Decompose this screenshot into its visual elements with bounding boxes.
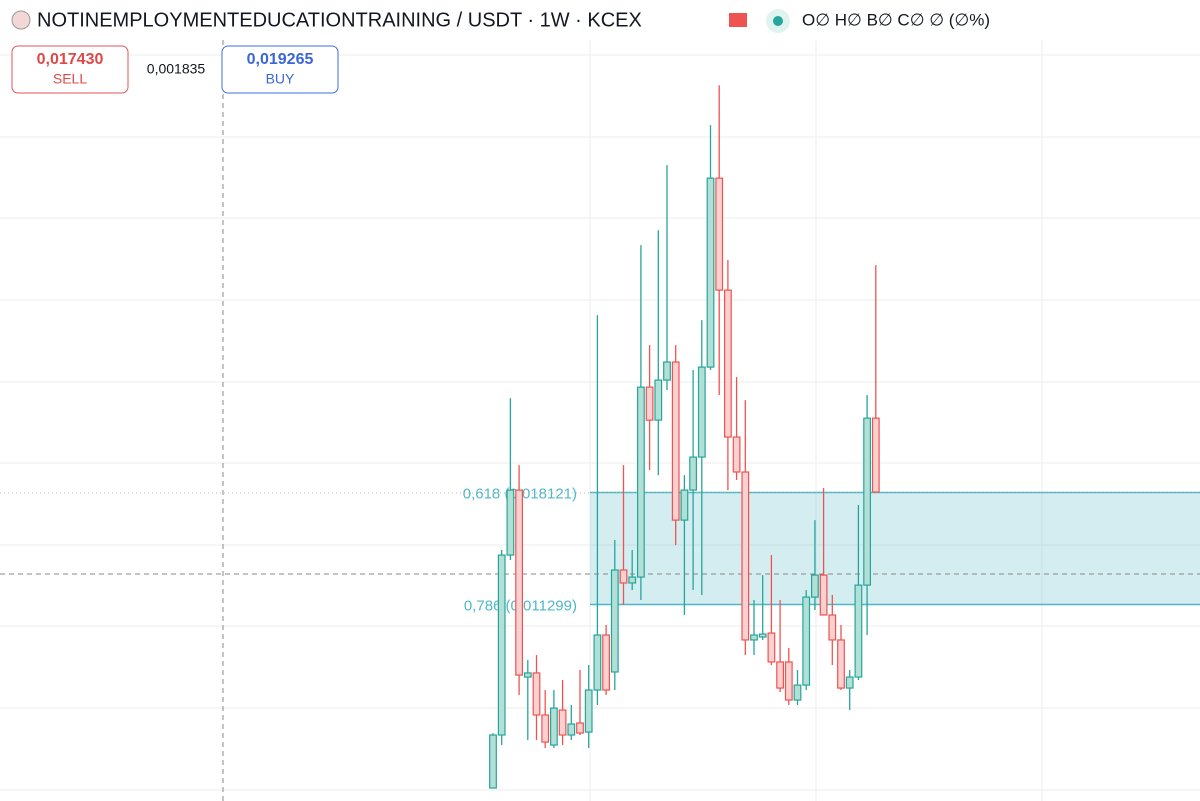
candle-body	[837, 639, 845, 689]
candle-body	[854, 584, 863, 678]
candle-body	[602, 634, 610, 691]
candle-body	[645, 386, 654, 421]
candle-body	[680, 489, 689, 521]
candle-body	[767, 632, 776, 663]
candle-body	[732, 436, 741, 473]
candle-body	[610, 569, 619, 673]
candles	[489, 85, 880, 789]
candle-body	[628, 576, 637, 584]
candle-body	[576, 722, 584, 734]
candle-body	[758, 633, 767, 638]
candle-body	[593, 634, 602, 691]
candle-body	[845, 676, 854, 689]
fib-retracement: 0,618 (0,018121)0,786 (0,011299)	[463, 485, 1200, 614]
candle-body	[671, 361, 680, 521]
title: NOTINEMPLOYMENTEDUCATIONTRAINING / USDT …	[37, 9, 642, 31]
candle-body	[636, 386, 645, 578]
candle-body	[715, 177, 724, 291]
candle-body	[706, 177, 715, 368]
candle-body	[523, 672, 532, 678]
candle-body	[567, 723, 576, 736]
candle-body	[784, 661, 793, 701]
candle-body	[654, 379, 663, 421]
candle-body	[549, 707, 558, 746]
candle-body	[776, 661, 784, 689]
candle-body	[497, 554, 506, 736]
candle-body	[871, 417, 880, 493]
candle-body	[532, 672, 541, 716]
candle-body	[515, 489, 523, 676]
candle-body	[863, 417, 871, 586]
spread: 0,001835	[147, 61, 206, 77]
ohlc-legend: O∅ H∅ B∅ C∅ ∅ (∅%)	[802, 10, 990, 29]
candle-body	[558, 709, 567, 736]
symbol-icon	[11, 10, 31, 30]
candle-body	[723, 289, 732, 438]
candle-body	[802, 596, 811, 686]
header: NOTINEMPLOYMENTEDUCATIONTRAINING / USDT …	[11, 9, 990, 94]
buy-label: BUY	[266, 71, 295, 87]
candle-body	[541, 714, 550, 743]
candle-body	[619, 569, 628, 584]
candle-body	[810, 574, 819, 598]
candle-body	[793, 684, 802, 701]
candle-body	[750, 634, 758, 641]
fib-zone	[590, 492, 1200, 605]
buy-price: 0,019265	[247, 51, 314, 68]
sell-price: 0,017430	[37, 51, 104, 68]
candle-body	[506, 489, 515, 556]
candle-body	[489, 734, 497, 789]
sell-button[interactable]	[11, 45, 129, 94]
candle-body	[689, 456, 697, 491]
flag-icon[interactable]	[729, 13, 747, 27]
status-dot	[773, 16, 783, 26]
buy-button[interactable]	[221, 45, 339, 94]
candle-body	[741, 471, 750, 641]
candle-body	[828, 614, 837, 641]
sell-label: SELL	[53, 71, 87, 87]
candle-body	[584, 689, 593, 733]
candle-body	[697, 366, 706, 458]
grid	[0, 40, 1200, 801]
candle-body	[663, 361, 671, 381]
candle-body	[819, 574, 828, 616]
